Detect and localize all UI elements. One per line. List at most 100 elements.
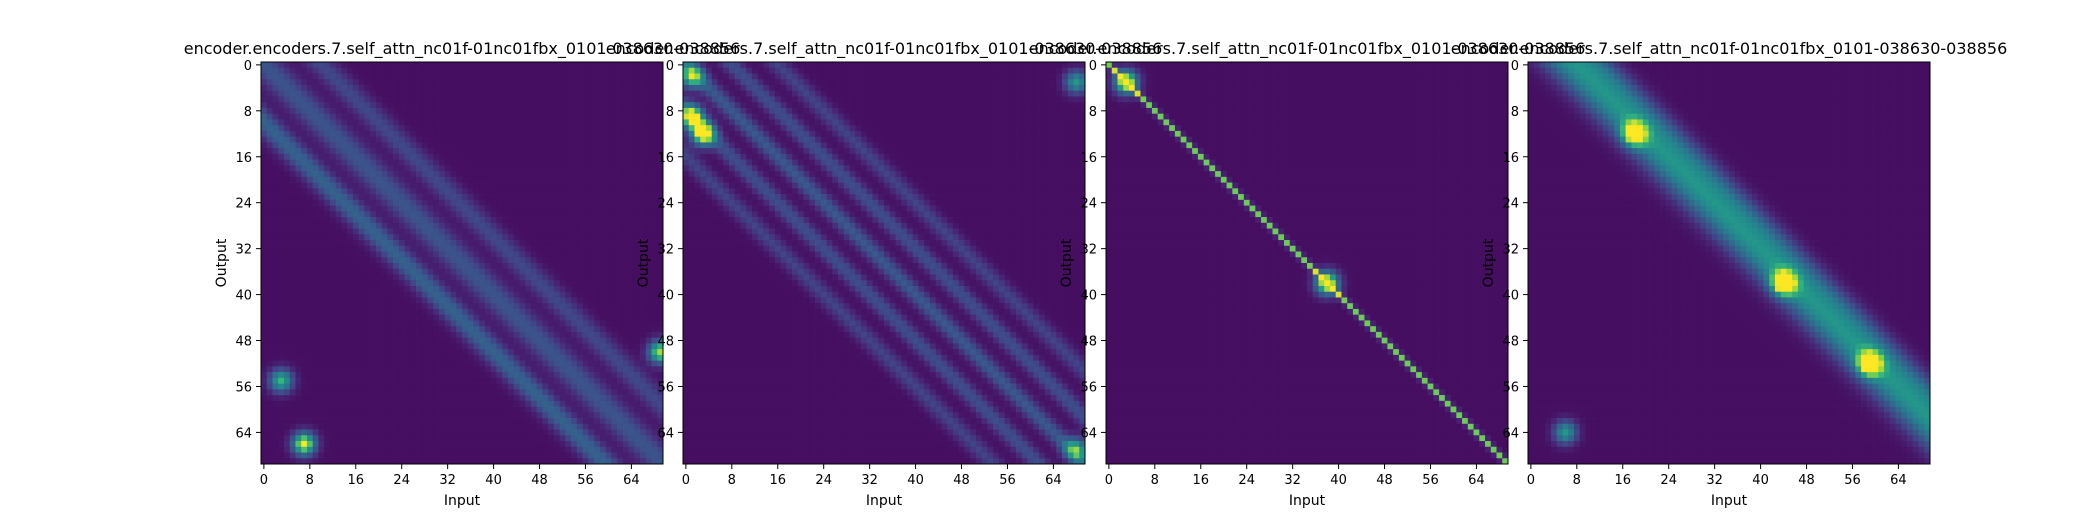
heatmap-cell (657, 176, 664, 183)
heatmap-cell (272, 96, 279, 103)
heatmap-cell (261, 165, 268, 172)
heatmap-cell (525, 199, 532, 206)
heatmap-cell (548, 234, 555, 241)
heatmap-cell (479, 148, 486, 155)
heatmap-cell (542, 418, 549, 425)
heatmap-cell (513, 280, 520, 287)
heatmap-cell (484, 125, 492, 132)
heatmap-cell (484, 412, 492, 419)
heatmap-cell (283, 412, 291, 419)
heatmap-cell (335, 360, 342, 367)
heatmap-cell (542, 84, 549, 92)
heatmap-cell (427, 446, 434, 453)
heatmap-cell (490, 343, 497, 350)
heatmap-cell (513, 314, 520, 321)
heatmap-cell (301, 383, 308, 390)
heatmap-cell (657, 274, 664, 281)
heatmap-cell (375, 228, 382, 235)
heatmap-cell (622, 263, 629, 270)
heatmap-cell (571, 395, 578, 402)
heatmap-cell (404, 349, 411, 356)
heatmap-cell (266, 320, 273, 327)
heatmap-cell (421, 182, 428, 189)
heatmap-cell (283, 406, 291, 413)
heatmap-cell (289, 107, 296, 115)
heatmap-cell (329, 171, 336, 178)
heatmap-cell (266, 257, 273, 264)
heatmap-cell (530, 280, 537, 287)
heatmap-cell (467, 245, 474, 252)
heatmap-cell (427, 389, 434, 396)
heatmap-cell (375, 406, 382, 413)
heatmap-cell (421, 188, 428, 195)
heatmap-cell (289, 125, 296, 132)
heatmap-cell (370, 107, 377, 115)
heatmap-cell (370, 102, 377, 109)
heatmap-cell (375, 280, 382, 287)
heatmap-cell (536, 372, 543, 379)
heatmap-cell (599, 412, 606, 419)
heatmap-cell (439, 199, 446, 206)
heatmap-cell (525, 285, 532, 293)
heatmap-cell (444, 389, 451, 396)
heatmap-cell (462, 125, 469, 132)
heatmap-cell (617, 377, 624, 384)
heatmap-cell (347, 458, 354, 465)
heatmap-cell (484, 130, 492, 137)
heatmap-cell (576, 107, 583, 115)
heatmap-cell (329, 280, 336, 287)
heatmap-cell (439, 360, 446, 367)
heatmap-cell (634, 217, 641, 224)
heatmap-cell (347, 326, 354, 333)
heatmap-cell (421, 136, 428, 143)
heatmap-cell (502, 360, 509, 367)
heatmap-cell (329, 130, 336, 137)
heatmap-cell (588, 165, 595, 172)
heatmap-cell (571, 303, 578, 310)
heatmap-cell (542, 372, 549, 379)
heatmap-cell (416, 412, 423, 419)
heatmap-cell (352, 406, 359, 413)
heatmap-cell (479, 159, 486, 166)
heatmap-cell (364, 446, 371, 453)
heatmap-cell (559, 326, 566, 333)
heatmap-cell (582, 343, 589, 350)
heatmap-cell (433, 389, 440, 396)
heatmap-cell (283, 79, 291, 86)
heatmap-cell (536, 331, 543, 338)
heatmap-cell (576, 73, 583, 80)
heatmap-cell (347, 217, 354, 224)
heatmap-cell (479, 257, 486, 264)
heatmap-cell (347, 308, 354, 316)
heatmap-cell (548, 446, 555, 453)
heatmap-cell (421, 240, 428, 247)
heatmap-cell (387, 349, 394, 356)
heatmap-cell (611, 240, 618, 247)
heatmap-cell (617, 153, 624, 160)
heatmap-cell (462, 308, 469, 316)
heatmap-cell (594, 119, 601, 126)
heatmap-cell (599, 308, 606, 316)
heatmap-cell (410, 96, 417, 103)
heatmap-cell (404, 257, 411, 264)
heatmap-cell (622, 188, 629, 195)
heatmap-cell (502, 303, 509, 310)
heatmap-cell (450, 62, 457, 69)
heatmap-cell (542, 343, 549, 350)
heatmap-cell (318, 291, 325, 298)
heatmap-cell (381, 406, 388, 413)
heatmap-cell (375, 142, 382, 149)
heatmap-cell (381, 400, 388, 407)
heatmap-cell (559, 113, 566, 120)
heatmap-cell (278, 360, 285, 367)
heatmap-cell (599, 245, 606, 252)
heatmap-cell (594, 395, 601, 402)
heatmap-cell (651, 142, 658, 149)
heatmap-cell (502, 395, 509, 402)
heatmap-cell (318, 217, 325, 224)
heatmap-cell (278, 354, 285, 361)
heatmap-cell (605, 452, 612, 459)
heatmap-cell (657, 320, 664, 327)
heatmap-cell (312, 349, 319, 356)
heatmap-cell (289, 165, 296, 172)
